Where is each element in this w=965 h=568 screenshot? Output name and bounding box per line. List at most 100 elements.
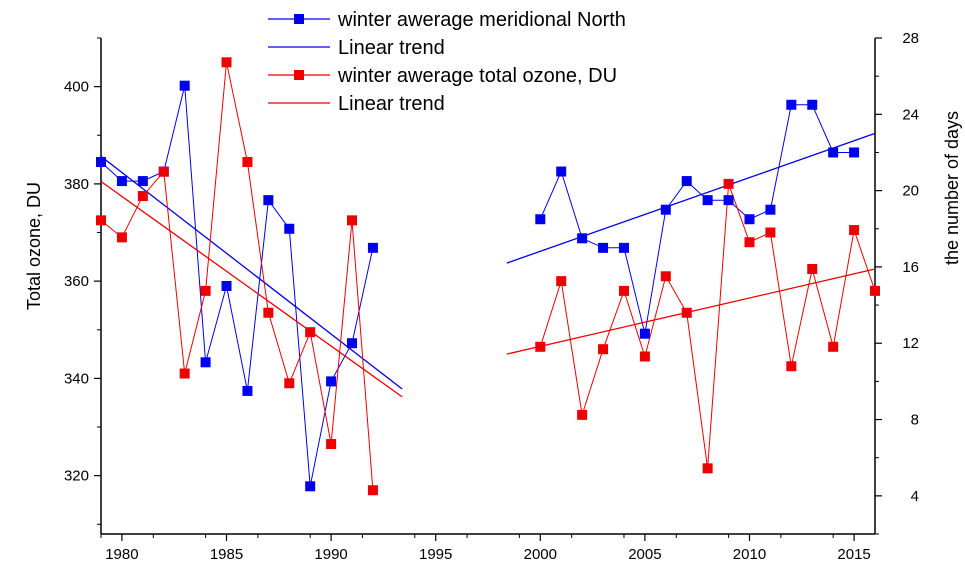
series-2-point — [765, 227, 776, 238]
series-2-point — [535, 341, 546, 352]
y-right-tick-label: 24 — [902, 106, 919, 123]
series-0-point — [807, 99, 818, 110]
y-right-tick-label: 12 — [902, 335, 919, 352]
series-2-point — [849, 225, 860, 236]
series-2-point — [828, 341, 839, 352]
series-0-point — [535, 214, 546, 225]
series-0-point — [618, 242, 629, 253]
y-right-tick-label: 16 — [902, 259, 919, 276]
series-0-point — [200, 357, 211, 368]
x-tick-label: 2005 — [628, 546, 661, 563]
series-2-line-segment-0 — [100, 62, 374, 491]
legend-label: Linear trend — [338, 37, 445, 59]
x-tick-label: 2000 — [524, 546, 557, 563]
legend-entry: winter awerage meridional North — [268, 9, 626, 31]
series-0-line-segment-1 — [539, 104, 855, 334]
series-0-point — [744, 214, 755, 225]
series-3-line-segment-0 — [100, 180, 403, 398]
series-2-point — [744, 237, 755, 248]
series-0-point — [263, 195, 274, 206]
legend-entry: Linear trend — [268, 93, 445, 115]
series-2-point — [305, 327, 316, 338]
y-right-tick-label: 28 — [902, 30, 919, 47]
legend-marker — [294, 14, 304, 24]
series-2-point — [639, 351, 650, 362]
series-0-point — [828, 147, 839, 158]
x-tick-label: 1990 — [314, 546, 347, 563]
series-0-point — [326, 376, 337, 387]
x-tick-label: 2015 — [837, 546, 870, 563]
series-2-point — [577, 409, 588, 420]
y-right-tick-label: 8 — [911, 412, 919, 429]
y-left-tick-label: 400 — [64, 79, 89, 96]
series-0-point — [577, 233, 588, 244]
y-left-tick-label: 360 — [64, 273, 89, 290]
legend-label: Linear trend — [338, 93, 445, 115]
series-2-point — [347, 215, 358, 226]
series-2-point — [179, 368, 190, 379]
series-2-point — [681, 307, 692, 318]
series-0-line-segment-0 — [100, 85, 374, 487]
series-0-point — [179, 80, 190, 91]
y-left-tick-label: 320 — [64, 468, 89, 485]
x-tick-label: 1980 — [105, 546, 138, 563]
series-0-point — [137, 176, 148, 187]
series-0-point — [367, 242, 378, 253]
series-0-point — [723, 195, 734, 206]
legend-marker — [294, 70, 304, 80]
series-0-point — [96, 157, 106, 167]
series-2-point — [660, 271, 671, 282]
legend-label: winter awerage total ozone, DU — [337, 65, 617, 87]
series-0-point — [305, 481, 316, 492]
series-2-point — [96, 215, 106, 226]
y-left-tick-label: 340 — [64, 370, 89, 387]
x-tick-label: 1995 — [419, 546, 452, 563]
series-0-point — [598, 242, 609, 253]
axes: 1980 1985 1990 1995 2000 2005 2010 2015 320 340 36… — [24, 30, 962, 563]
series-0-point — [660, 204, 671, 215]
series-0-point — [284, 223, 295, 234]
y-left-tick-label: 380 — [64, 176, 89, 193]
series-2-point — [870, 285, 880, 296]
plot-area — [96, 57, 880, 496]
series-0-point — [702, 195, 713, 206]
legend-label: winter awerage meridional North — [337, 9, 626, 31]
series-2-point — [786, 361, 797, 372]
series-2-point — [263, 307, 274, 318]
series-2-point — [598, 344, 609, 355]
series-0-point — [221, 281, 232, 291]
x-tick-label: 1985 — [210, 546, 243, 563]
series-0-point — [556, 166, 567, 177]
series-2-point — [618, 285, 629, 296]
series-2-point — [702, 463, 713, 474]
y-right-tick-label: 20 — [902, 183, 919, 200]
legend-entry: winter awerage total ozone, DU — [268, 65, 617, 87]
series-0-point — [347, 338, 358, 349]
series-0-point — [681, 176, 692, 187]
series-2-point — [807, 263, 818, 274]
series-2-point — [200, 285, 211, 296]
series-2-point — [284, 378, 295, 389]
series-2-point — [158, 166, 169, 177]
series-0-point — [116, 176, 127, 187]
y-left-axis-label: Total ozone, DU — [24, 182, 44, 310]
series-2-point — [221, 57, 232, 68]
series-0-point — [786, 99, 797, 110]
series-2-point — [556, 276, 567, 287]
series-2-line-segment-1 — [539, 183, 876, 469]
y-right-axis-label: the number of days — [942, 111, 962, 265]
x-tick-label: 2010 — [733, 546, 766, 563]
series-0-point — [849, 147, 860, 158]
series-0-point — [242, 385, 253, 396]
series-1-line-segment-0 — [100, 155, 403, 390]
series-2-point — [326, 439, 337, 450]
series-1-line-segment-1 — [506, 132, 876, 264]
y-right-tick-label: 4 — [911, 488, 919, 505]
series-2-point — [116, 232, 127, 243]
series-2-point — [137, 191, 148, 202]
series-0-point — [765, 204, 776, 215]
series-0-point — [639, 328, 650, 339]
legend: winter awerage meridional North Linear tr… — [268, 9, 626, 115]
series-2-point — [242, 157, 253, 167]
